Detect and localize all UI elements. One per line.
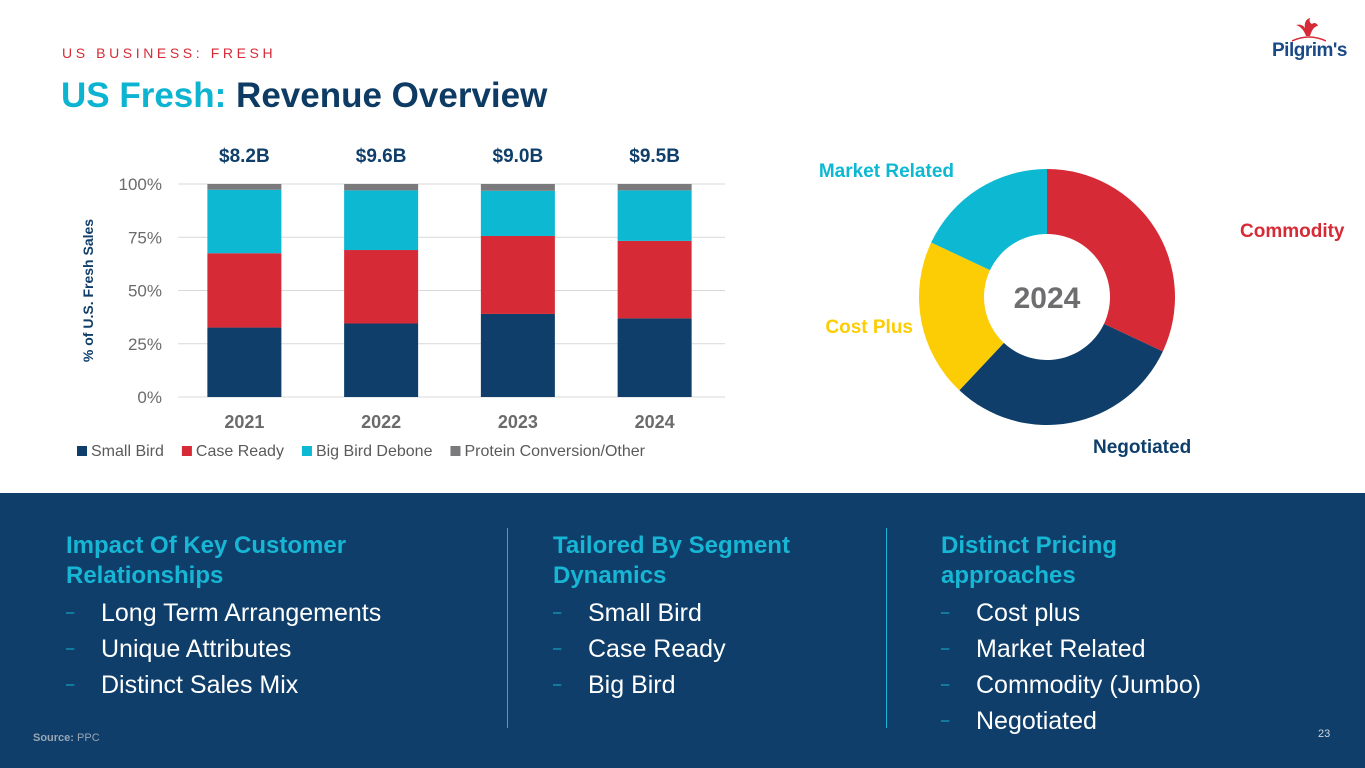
bar-segment-case-ready [617, 240, 692, 319]
bar-segment-protein-conversion-other [207, 184, 282, 190]
stacked-bar-chart: 0% 25% 50% 75% 100% % of U.S. Fresh Sales $8.2… [77, 146, 725, 460]
donut-slice-negotiated [959, 323, 1163, 425]
legend-swatch [181, 446, 192, 456]
legend-swatch [77, 446, 87, 456]
y-tick-label: 25% [128, 335, 162, 354]
source-note: Source: PPC [33, 732, 100, 744]
legend-label: Big Bird Debone [316, 443, 433, 460]
bar-segment-small-bird [480, 313, 555, 397]
bar-total-label: $9.5B [629, 146, 680, 167]
page-number: 23 [1318, 728, 1331, 740]
y-tick-label: 75% [128, 228, 162, 247]
column-divider [886, 528, 887, 728]
dash-icon: – [941, 640, 950, 657]
list-item: – Long Term Arrangements [66, 595, 381, 631]
donut-chart: Commodity Negotiated Cost Plus Market Relat… [819, 161, 1345, 458]
column-heading: Distinct Pricing approaches [941, 532, 1118, 589]
bar-segment-case-ready [480, 235, 555, 314]
bar-segment-protein-conversion-other [617, 184, 692, 191]
dash-icon: – [941, 676, 950, 693]
bar-total-label: $9.6B [356, 146, 407, 167]
x-tick-label: 2023 [498, 412, 538, 432]
list-item: – Market Related [941, 631, 1201, 667]
donut-label: Commodity [1240, 221, 1345, 242]
donut-label: Negotiated [1093, 437, 1191, 458]
bar-segment-protein-conversion-other [344, 184, 419, 191]
dash-icon: – [941, 604, 950, 621]
bar-segment-big-bird-debone [617, 190, 692, 241]
bar-segment-big-bird-debone [480, 190, 555, 236]
y-tick-label: 50% [128, 282, 162, 301]
donut-slice-commodity [1047, 169, 1175, 352]
highlights-panel: Impact Of Key Customer Relationships – Lo… [0, 493, 1365, 768]
legend-label: Case Ready [196, 443, 284, 460]
x-tick-label: 2021 [224, 412, 264, 432]
bar-segment-protein-conversion-other [480, 184, 555, 191]
donut-label: Cost Plus [825, 317, 913, 338]
column-heading: Impact Of Key Customer Relationships [66, 532, 347, 589]
donut-slice-market-related [931, 169, 1047, 271]
legend-label: Small Bird [91, 443, 164, 460]
list-item: – Case Ready [553, 631, 790, 667]
bar-segment-big-bird-debone [344, 190, 419, 251]
column-segment-dynamics: Tailored By Segment Dynamics – Small Bird… [553, 531, 790, 703]
logo-wordmark: Pilgrim's [1272, 40, 1348, 61]
dash-icon: – [553, 604, 562, 621]
legend-swatch [450, 446, 461, 456]
donut-label: Market Related [819, 161, 954, 182]
list-item: – Distinct Sales Mix [66, 667, 381, 703]
bar-segment-small-bird [344, 323, 419, 397]
list-item: – Unique Attributes [66, 631, 381, 667]
legend-label: Protein Conversion/Other [464, 443, 645, 460]
list-item: – Big Bird [553, 667, 790, 703]
list-item: – Commodity (Jumbo) [941, 667, 1201, 703]
bar-segment-case-ready [344, 250, 419, 324]
bar-segment-small-bird [207, 327, 282, 397]
bar-segment-case-ready [207, 253, 282, 328]
dash-icon: – [66, 604, 75, 621]
y-tick-label: 100% [119, 175, 162, 194]
dash-icon: – [553, 640, 562, 657]
section-eyebrow: US BUSINESS: FRESH [62, 45, 277, 61]
column-divider [507, 528, 508, 728]
rooster-icon [1292, 18, 1326, 42]
bar-total-label: $9.0B [493, 146, 544, 167]
y-tick-label: 0% [137, 388, 162, 407]
list-item: – Cost plus [941, 595, 1201, 631]
legend-swatch [301, 446, 312, 456]
dash-icon: – [553, 676, 562, 693]
title-prefix: US Fresh: [61, 76, 227, 115]
bar-segment-big-bird-debone [207, 189, 282, 254]
page-title: US Fresh: Revenue Overview [61, 76, 547, 116]
x-tick-label: 2022 [361, 412, 401, 432]
donut-center-label: 2024 [1014, 282, 1081, 315]
dash-icon: – [66, 640, 75, 657]
list-item: – Negotiated [941, 703, 1201, 739]
dash-icon: – [66, 676, 75, 693]
bar-segment-small-bird [617, 318, 692, 397]
x-tick-label: 2024 [635, 412, 675, 432]
donut-slice-cost-plus [919, 242, 1004, 391]
column-pricing-approaches: Distinct Pricing approaches – Cost plus –… [941, 531, 1201, 739]
y-axis-label: % of U.S. Fresh Sales [80, 219, 96, 362]
pilgrims-logo: Pilgrim's [1268, 16, 1350, 66]
title-main: Revenue Overview [236, 76, 548, 115]
list-item: – Small Bird [553, 595, 790, 631]
column-heading: Tailored By Segment Dynamics [553, 532, 790, 589]
column-customer-relationships: Impact Of Key Customer Relationships – Lo… [66, 531, 381, 703]
bar-total-label: $8.2B [219, 146, 270, 167]
dash-icon: – [941, 712, 950, 729]
